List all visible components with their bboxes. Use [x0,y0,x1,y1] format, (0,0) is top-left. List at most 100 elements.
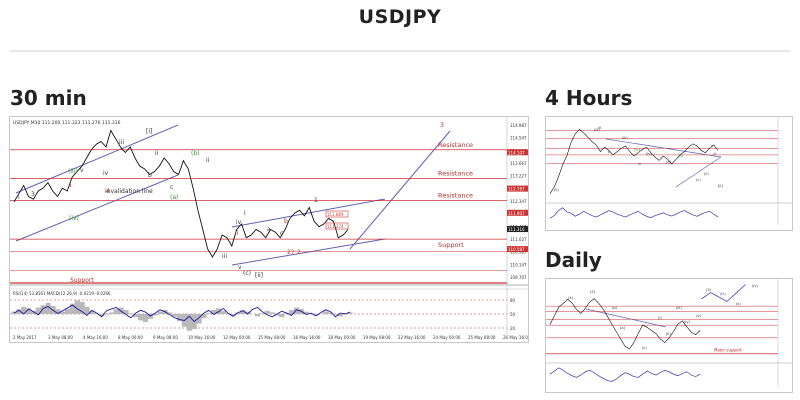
macd-bar [84,306,90,314]
macd-bar [240,310,246,314]
macd-bar [337,314,343,317]
wave-label: (iii) [594,128,600,132]
channel-line-lower [15,174,179,242]
macd-bar [123,310,129,314]
wave-label: (iv) [646,152,653,156]
daily-channel-line [585,308,667,328]
y-tick-label: 113.227 [510,174,527,179]
wave-label: (iv) [634,148,641,152]
wave-label: (iii) [720,292,726,296]
wave-label: 3 [31,191,35,198]
macd-bar [103,314,110,315]
wave-label: [i] [146,128,152,135]
h4-channel-line [605,138,722,158]
wave-label: (a) [170,194,178,201]
x-tick-label: 15 May 08:00 [258,335,286,340]
support-annotation: Support [70,277,94,284]
price-series [13,129,349,258]
wave-label: a [68,182,72,189]
wave-label: (iii) [676,306,682,310]
macd-bar [45,302,51,314]
wave-label: (b) [612,306,618,310]
x-tick-label: 4 May 16:00 [83,335,108,340]
wave-label: (b) [678,154,684,158]
macd-bar [108,312,114,314]
wave-label: (v) [696,314,702,318]
y-tick-label: 111.027 [510,237,527,242]
channel-line-upper-2 [231,198,386,228]
site-title: USDJPY [358,6,442,28]
wave-label: ii [155,150,159,157]
macd-bar [332,314,338,315]
wave-label: iii [598,126,601,130]
y-tick-label: 113.667 [510,161,527,166]
wave-label: 3 [440,122,444,129]
inline-tag-box [325,210,349,218]
price-tag: 114.107 [508,150,525,155]
wave-label: [ii] [255,272,263,279]
macd-bar [74,300,80,314]
wave-label: (iii) [68,168,78,175]
macd-bar [172,314,178,317]
wave-label: [ii] [718,184,723,188]
wave-label: iv [638,162,642,166]
macd-bar [69,303,76,314]
price-tag: 110.587 [508,247,525,252]
y-tick-label: 110.587 [510,250,527,255]
macd-bar [303,311,309,314]
inline-tag: 111.274 [327,224,344,229]
wave-label: (4) [568,296,574,300]
wave-label: iii [222,253,227,260]
macd-bar [230,314,236,316]
chart-daily[interactable]: Major support (4) (5) (b) (a) (c) (i) (ii) (iii)… [545,278,793,393]
wave-label: (ii) [704,172,709,176]
chart-header: USDJPY,M30 111.200 111.323 111.276 111.3… [13,120,121,126]
macd-bar [167,312,173,314]
macd-bar [186,314,192,331]
macd-bar [264,310,270,314]
resistance-label: Resistance [438,141,473,149]
macd-bar [313,314,319,316]
chart-30min[interactable]: USDJPY,M30 111.200 111.323 111.276 111.3… [9,116,529,343]
invalidation-label: invalidation line [105,188,153,195]
x-tick-label: 22 May 16:00 [398,335,426,340]
wave-label: v [711,144,714,148]
macd-bar [133,314,139,318]
price-tag-box [507,246,528,253]
macd-bar [176,314,183,322]
price-series [549,298,701,350]
wave-label: (iii) [622,136,628,140]
y-tick-label: 109.707 [510,275,527,280]
chart-daily-svg: Major support (4) (5) (b) (a) (c) (i) (ii) (iii)… [546,279,792,392]
macd-bar [284,313,290,314]
inline-tag-box [325,222,349,230]
wave-label: (a) [620,326,626,330]
x-tick-label: 10 May 16:00 [188,335,216,340]
price-tag: 112.787 [508,187,525,192]
macd-bar [245,311,251,314]
macd-bar [201,314,207,318]
major-support-label: Major support [714,348,742,353]
wave-label: (c) [243,270,251,277]
wave-label: (i) [658,316,662,320]
macd-bar [89,310,95,314]
macd-bar [288,310,295,314]
macd-bar [327,312,334,314]
wave-label: c [280,230,283,237]
inline-tag: 111.869 [327,212,344,217]
chart-4hours[interactable]: (ii) (iii) ii iii (iv) (a) (b) (c) (ii) iv (iii) (i… [545,116,793,231]
macd-bar [323,311,329,314]
rsi-series [13,304,351,323]
wave-label: (ii) [554,188,559,192]
chart-30min-svg: USDJPY,M30 111.200 111.323 111.276 111.3… [10,117,528,342]
wave-label: (a) [666,160,672,164]
price-series [549,128,719,194]
wave-label: iv [103,170,109,177]
macd-bar [274,314,280,316]
wave-label: v [80,167,84,174]
macd-bar [55,309,61,314]
wave-label: (ii) [666,332,671,336]
macd-bar [16,309,22,314]
section-title-30min: 30 min [10,86,87,110]
x-tick-label: 19 May 08:00 [363,335,391,340]
